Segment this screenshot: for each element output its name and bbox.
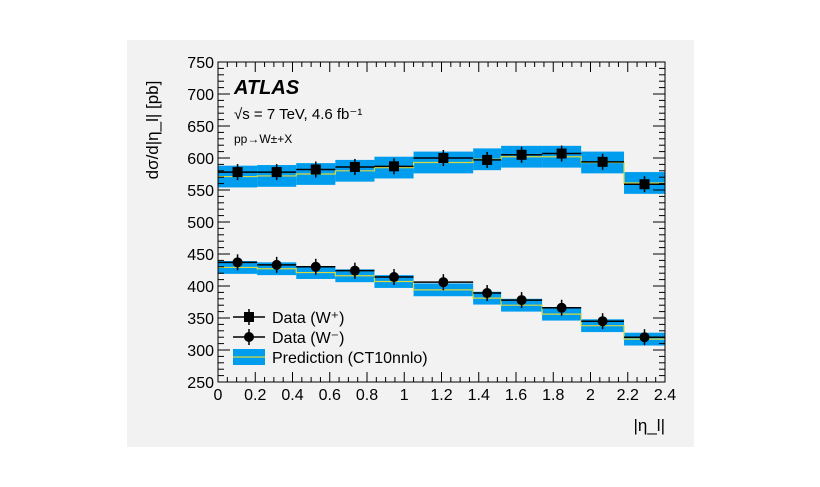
x-tick-label: 2.4 [654, 387, 676, 404]
data-point-wminus [438, 277, 449, 288]
legend-square-marker [244, 312, 254, 322]
legend-label-wminus: Data (W⁻) [272, 330, 344, 347]
y-tick-label: 250 [187, 375, 214, 392]
x-tick-label: 1.4 [468, 387, 490, 404]
data-point-wplus [310, 164, 321, 175]
y-tick-label: 350 [187, 311, 214, 328]
x-tick-label: 0.8 [356, 387, 378, 404]
y-tick-label: 750 [187, 55, 214, 72]
energy-lumi-annotation: √s = 7 TeV, 4.6 fb⁻¹ [234, 106, 362, 123]
data-point-wminus [310, 261, 321, 272]
data-point-wplus [389, 161, 400, 172]
data-point-wminus [349, 265, 360, 276]
x-tick-label: 1.6 [505, 387, 527, 404]
x-tick-label: 1.2 [430, 387, 452, 404]
data-point-wminus [389, 272, 400, 283]
y-tick-label: 300 [187, 343, 214, 360]
data-point-wplus [482, 154, 493, 165]
data-point-wplus [349, 161, 360, 172]
x-tick-label: 0 [214, 387, 223, 404]
y-tick-label: 450 [187, 247, 214, 264]
data-point-wplus [516, 149, 527, 160]
data-point-wminus [516, 295, 527, 306]
x-tick-label: 1.8 [542, 387, 564, 404]
data-point-wminus [556, 302, 567, 313]
data-point-wplus [232, 167, 243, 178]
data-point-wplus [271, 167, 282, 178]
x-tick-label: 2.2 [617, 387, 639, 404]
x-tick-label: 0.4 [281, 387, 303, 404]
data-point-wplus [556, 148, 567, 159]
legend: Data (W⁺) Data (W⁻) Prediction (CT10nnlo… [233, 309, 428, 367]
data-point-wplus [597, 156, 608, 167]
process-annotation: pp→W±+X [234, 132, 292, 146]
legend-label-prediction: Prediction (CT10nnlo) [272, 350, 428, 367]
legend-circle-marker [244, 332, 254, 342]
y-tick-label: 400 [187, 279, 214, 296]
y-tick-label: 550 [187, 183, 214, 200]
data-point-wminus [271, 259, 282, 270]
y-tick-label: 650 [187, 119, 214, 136]
data-point-wplus [438, 153, 449, 163]
legend-label-wplus: Data (W⁺) [272, 310, 344, 327]
x-axis-label: |η_l| [633, 416, 665, 435]
data-point-wminus [639, 332, 650, 343]
prediction-line-wplus [218, 156, 665, 184]
atlas-title: ATLAS [233, 77, 300, 99]
y-axis-label: dσ/d|η_l| [pb] [143, 81, 162, 180]
data-point-wminus [597, 316, 608, 327]
data-point-wminus [232, 257, 243, 268]
data-point-wminus [482, 288, 493, 299]
y-tick-label: 600 [187, 151, 214, 168]
data-point-wplus [639, 179, 650, 190]
y-tick-label: 700 [187, 87, 214, 104]
x-tick-label: 0.6 [319, 387, 341, 404]
x-tick-label: 2 [586, 387, 595, 404]
y-tick-label: 500 [187, 215, 214, 232]
x-tick-label: 0.2 [244, 387, 266, 404]
x-tick-label: 1 [400, 387, 409, 404]
